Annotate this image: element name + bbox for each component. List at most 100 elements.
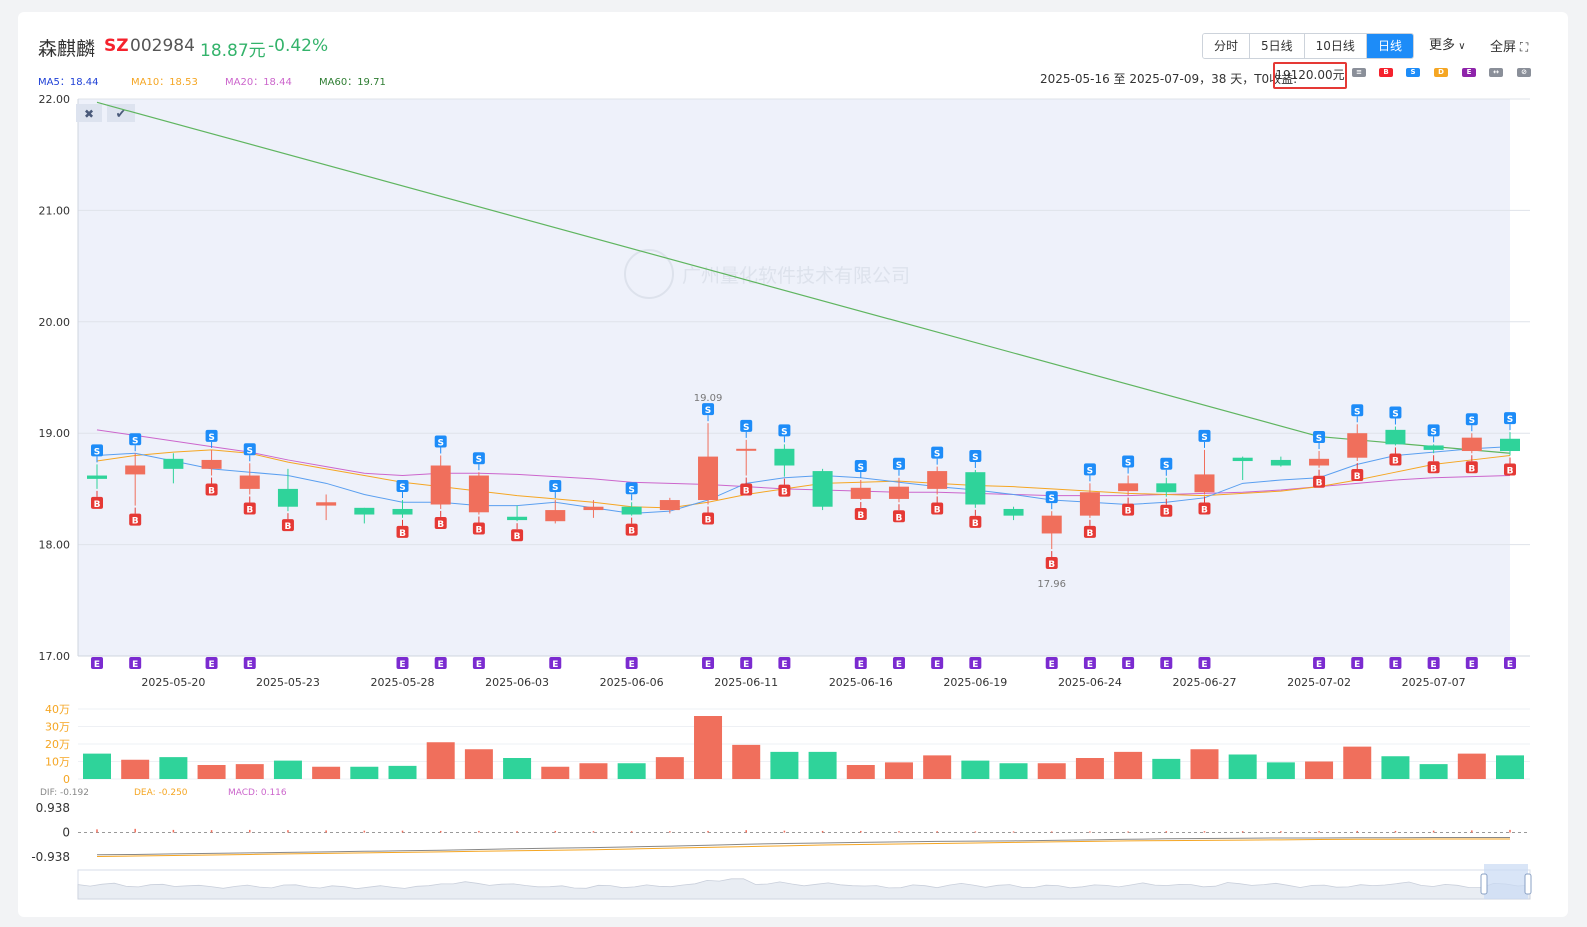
buy-marker: B	[399, 529, 406, 539]
event-marker: E	[1431, 660, 1437, 670]
ma60-legend: MA60：19.71	[319, 77, 386, 88]
date-tick-label: 2025-05-23	[256, 676, 320, 689]
candle	[125, 465, 146, 475]
slider-handle-left[interactable]	[1480, 873, 1488, 895]
date-tick-label: 2025-05-20	[141, 676, 205, 689]
d-marker-toggle[interactable]: D	[1434, 68, 1448, 77]
sell-marker-box	[969, 449, 982, 462]
candle	[736, 448, 757, 451]
buy-marker-box	[472, 522, 485, 535]
volume-bar	[159, 757, 188, 779]
volume-bar	[1305, 761, 1334, 779]
candle	[1385, 429, 1406, 445]
date-tick-label: 2025-06-11	[714, 676, 778, 689]
stock-change: -0.42%	[268, 36, 329, 56]
buy-marker-box	[1160, 504, 1173, 517]
tab-intraday[interactable]: 分时	[1203, 34, 1250, 58]
tab-5day[interactable]: 5日线	[1249, 34, 1304, 58]
event-marker-toggle[interactable]: E	[1462, 68, 1476, 77]
buy-marker-box	[1313, 475, 1326, 488]
sell-marker: S	[208, 433, 214, 443]
sell-marker: S	[1354, 407, 1360, 417]
sell-marker: S	[934, 450, 940, 460]
sell-marker: S	[1430, 427, 1436, 437]
event-marker: E	[552, 660, 558, 670]
slider-handle-right[interactable]	[1524, 873, 1532, 895]
watermark: 广州量化软件技术有限公司	[624, 249, 910, 299]
buy-marker: B	[1507, 466, 1514, 476]
check-icon: ✔	[116, 107, 127, 122]
buy-marker-box	[854, 508, 867, 521]
candle	[812, 471, 833, 507]
slider-preview	[77, 878, 1531, 900]
volume-bar	[770, 751, 799, 779]
event-marker: E	[132, 660, 138, 670]
candle	[965, 472, 986, 505]
slider-window[interactable]	[1484, 864, 1528, 899]
event-marker-box	[243, 657, 256, 669]
candle	[850, 487, 871, 499]
event-marker-box	[778, 657, 791, 669]
sell-marker: S	[1392, 410, 1398, 420]
price-annotation: 17.96	[1037, 579, 1066, 590]
fullscreen-label: 全屏	[1490, 40, 1517, 55]
macd-tick-label: -0.938	[31, 850, 70, 864]
sell-marker: S	[1201, 433, 1207, 443]
ma5-line	[96, 446, 1511, 514]
sell-marker: S	[132, 436, 138, 446]
sell-marker: S	[858, 463, 864, 473]
event-marker-box	[1351, 657, 1364, 669]
event-marker-box	[1198, 657, 1211, 669]
event-marker-box	[129, 657, 142, 669]
volume-bar	[83, 753, 111, 779]
candle	[1118, 483, 1139, 492]
sell-marker-box	[1122, 455, 1135, 468]
sell-marker: S	[1316, 434, 1322, 444]
candle	[1194, 474, 1215, 493]
event-marker-box	[625, 657, 638, 669]
buy-marker-box	[1389, 453, 1402, 466]
buy-marker-box	[1504, 463, 1516, 476]
sell-marker-box	[243, 443, 256, 456]
buy-marker-box	[969, 515, 982, 528]
candle	[468, 475, 489, 513]
plot-controls: ✖ ✔	[76, 104, 135, 122]
range-icon[interactable]: ↔	[1489, 68, 1503, 77]
buy-marker: B	[1354, 472, 1361, 482]
price-axis: 22.00 21.00 20.00 19.00 18.00 17.00	[39, 93, 71, 663]
buy-marker-toggle[interactable]: B	[1379, 68, 1393, 77]
tab-10day[interactable]: 10日线	[1303, 34, 1366, 58]
sell-marker: S	[1469, 416, 1475, 426]
tab-daily[interactable]: 日线	[1365, 34, 1413, 58]
sell-marker-toggle[interactable]: S	[1406, 68, 1420, 77]
chevron-down-icon: ∨	[1455, 41, 1466, 52]
confirm-button[interactable]	[107, 104, 135, 122]
volume-bar	[350, 766, 379, 779]
candle	[927, 471, 948, 489]
event-marker: E	[896, 660, 902, 670]
range-slider[interactable]	[77, 864, 1532, 900]
event-marker: E	[972, 660, 978, 670]
candle	[1423, 445, 1444, 450]
volume-bar	[884, 762, 913, 779]
hide-icon[interactable]: ⊘	[1517, 68, 1531, 77]
buy-marker: B	[514, 532, 521, 542]
candle	[888, 486, 909, 499]
volume-bar	[273, 760, 302, 779]
cancel-button[interactable]	[76, 104, 102, 122]
buy-marker-box	[1122, 503, 1135, 516]
list-icon[interactable]: ≡	[1352, 68, 1366, 77]
more-label: 更多	[1429, 38, 1456, 53]
volume-bar	[1381, 756, 1410, 779]
dif-label: DIF: -0.192	[40, 788, 89, 798]
candle	[1500, 438, 1520, 452]
sell-marker-box	[396, 480, 409, 493]
buy-marker-box	[434, 516, 447, 529]
fullscreen-button[interactable]: 全屏 ⛶	[1490, 36, 1528, 55]
sell-marker: S	[743, 423, 749, 433]
trade-markers: S S S S S S S S S S S S S S S S S S S S S S S S S S S B B B B B B B B B B B B B…	[91, 393, 1516, 670]
event-marker-box	[549, 657, 562, 669]
sell-marker: S	[1125, 459, 1131, 469]
more-button[interactable]: 更多 ∨	[1429, 34, 1466, 53]
fullscreen-icon: ⛶	[1516, 40, 1529, 54]
